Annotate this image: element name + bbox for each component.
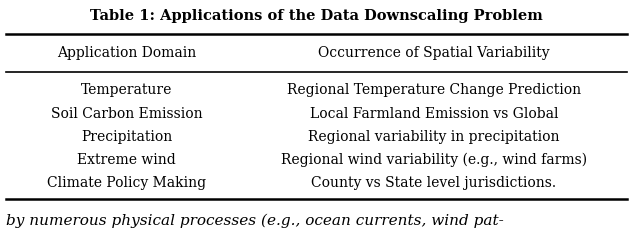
Text: Regional Temperature Change Prediction: Regional Temperature Change Prediction [287,83,581,97]
Text: Soil Carbon Emission: Soil Carbon Emission [51,107,202,121]
Text: Occurrence of Spatial Variability: Occurrence of Spatial Variability [318,46,550,60]
Text: Application Domain: Application Domain [57,46,196,60]
Text: Regional variability in precipitation: Regional variability in precipitation [308,130,559,144]
Text: Temperature: Temperature [81,83,172,97]
Text: Climate Policy Making: Climate Policy Making [47,176,206,190]
Text: Precipitation: Precipitation [81,130,172,144]
Text: Regional wind variability (e.g., wind farms): Regional wind variability (e.g., wind fa… [281,153,587,167]
Text: Local Farmland Emission vs Global: Local Farmland Emission vs Global [310,107,558,121]
Text: Table 1: Applications of the Data Downscaling Problem: Table 1: Applications of the Data Downsc… [90,9,543,24]
Text: Extreme wind: Extreme wind [77,153,176,167]
Text: County vs State level jurisdictions.: County vs State level jurisdictions. [311,176,556,190]
Text: by numerous physical processes (e.g., ocean currents, wind pat-: by numerous physical processes (e.g., oc… [6,214,504,228]
